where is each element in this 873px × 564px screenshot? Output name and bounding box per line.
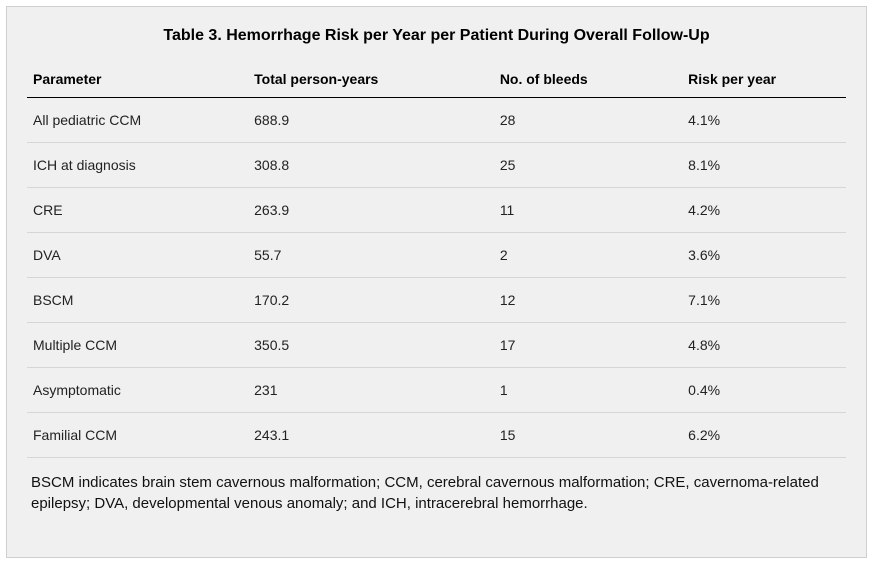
- table-panel: Table 3. Hemorrhage Risk per Year per Pa…: [6, 6, 867, 558]
- table-cell: DVA: [27, 233, 248, 278]
- table-cell: Asymptomatic: [27, 368, 248, 413]
- table-cell: 2: [494, 233, 682, 278]
- table-cell: 1: [494, 368, 682, 413]
- table-footnote: BSCM indicates brain stem cavernous malf…: [27, 458, 846, 514]
- data-table: Parameter Total person-years No. of blee…: [27, 63, 846, 458]
- table-header-row: Parameter Total person-years No. of blee…: [27, 63, 846, 98]
- table-cell: 243.1: [248, 413, 494, 458]
- table-cell: ICH at diagnosis: [27, 143, 248, 188]
- table-cell: 8.1%: [682, 143, 846, 188]
- table-row: Multiple CCM350.5174.8%: [27, 323, 846, 368]
- table-cell: 7.1%: [682, 278, 846, 323]
- table-cell: 55.7: [248, 233, 494, 278]
- table-cell: 12: [494, 278, 682, 323]
- table-cell: Familial CCM: [27, 413, 248, 458]
- table-cell: 4.1%: [682, 98, 846, 143]
- table-row: ICH at diagnosis308.8258.1%: [27, 143, 846, 188]
- table-cell: 170.2: [248, 278, 494, 323]
- col-header: No. of bleeds: [494, 63, 682, 98]
- table-cell: 263.9: [248, 188, 494, 233]
- table-cell: 15: [494, 413, 682, 458]
- table-cell: 308.8: [248, 143, 494, 188]
- table-row: Asymptomatic23110.4%: [27, 368, 846, 413]
- col-header: Total person-years: [248, 63, 494, 98]
- table-cell: CRE: [27, 188, 248, 233]
- table-cell: 3.6%: [682, 233, 846, 278]
- table-cell: 17: [494, 323, 682, 368]
- table-cell: 0.4%: [682, 368, 846, 413]
- table-cell: 11: [494, 188, 682, 233]
- col-header: Risk per year: [682, 63, 846, 98]
- table-cell: BSCM: [27, 278, 248, 323]
- table-body: All pediatric CCM688.9284.1%ICH at diagn…: [27, 98, 846, 458]
- table-cell: 350.5: [248, 323, 494, 368]
- table-title: Table 3. Hemorrhage Risk per Year per Pa…: [27, 21, 846, 63]
- table-cell: 4.8%: [682, 323, 846, 368]
- table-cell: 28: [494, 98, 682, 143]
- table-cell: All pediatric CCM: [27, 98, 248, 143]
- table-row: Familial CCM243.1156.2%: [27, 413, 846, 458]
- table-cell: 688.9: [248, 98, 494, 143]
- table-cell: 6.2%: [682, 413, 846, 458]
- table-cell: 231: [248, 368, 494, 413]
- table-row: BSCM170.2127.1%: [27, 278, 846, 323]
- table-cell: 4.2%: [682, 188, 846, 233]
- table-cell: 25: [494, 143, 682, 188]
- table-row: DVA55.723.6%: [27, 233, 846, 278]
- col-header: Parameter: [27, 63, 248, 98]
- table-cell: Multiple CCM: [27, 323, 248, 368]
- table-row: CRE263.9114.2%: [27, 188, 846, 233]
- table-row: All pediatric CCM688.9284.1%: [27, 98, 846, 143]
